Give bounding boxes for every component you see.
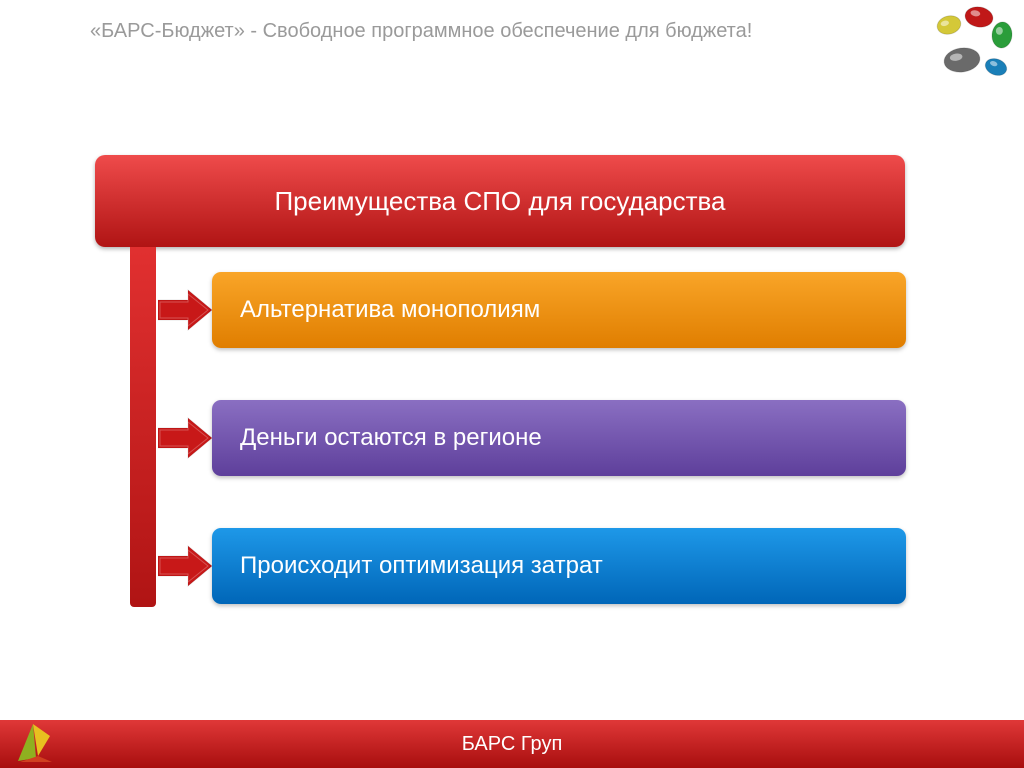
diagram-item-label: Происходит оптимизация затрат (240, 552, 603, 580)
diagram-title-block: Преимущества СПО для государства (95, 155, 905, 247)
diagram-item-row: Альтернатива монополиям (156, 272, 906, 348)
diagram-item-row: Деньги остаются в регионе (156, 400, 906, 476)
logo-stones-icon (924, 5, 1014, 95)
diagram-item-box: Деньги остаются в регионе (212, 400, 906, 476)
diagram-item-box: Происходит оптимизация затрат (212, 528, 906, 604)
arrow-right-icon (156, 288, 216, 332)
arrow-right-icon (156, 416, 216, 460)
diagram-item-label: Деньги остаются в регионе (240, 424, 542, 452)
footer-label: БАРС Груп (462, 733, 563, 756)
footer-bar: БАРС Груп (0, 720, 1024, 768)
diagram-item-row: Происходит оптимизация затрат (156, 528, 906, 604)
arrow-right-icon (156, 544, 216, 588)
header-tagline: «БАРС-Бюджет» - Свободное программное об… (90, 20, 752, 43)
footer-logo-icon (8, 716, 58, 766)
diagram-title-label: Преимущества СПО для государства (274, 186, 725, 217)
diagram-item-box: Альтернатива монополиям (212, 272, 906, 348)
diagram-connector (130, 247, 156, 607)
diagram-item-label: Альтернатива монополиям (240, 296, 540, 324)
